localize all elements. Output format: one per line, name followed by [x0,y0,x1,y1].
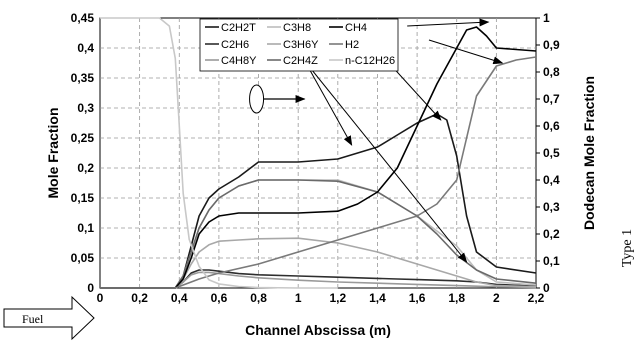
annotation-arrow [407,18,490,27]
legend: C2H2T C3H8 CH4 C2H6 C3H6Y H2 C4H8Y C2H4Z n-C12H2… [199,18,399,72]
x-tick-label: 2 [493,291,500,305]
x-tick-label: 0,4 [171,291,188,305]
y2-tick-label: 0,5 [543,146,560,160]
fuel-arrow: Fuel [3,295,95,341]
fuel-label: Fuel [22,312,44,326]
x-tick-label: 1 [295,291,302,305]
x-tick-label: 1,8 [448,291,465,305]
legend-label: CH4 [345,22,367,34]
series-line-ch4 [100,26,537,289]
y2-tick-label: 1 [543,11,550,25]
y-tick-label: 0,2 [77,161,94,175]
series-line-h2 [100,56,537,289]
y2-tick-label: 0,3 [543,200,560,214]
legend-label: C3H8 [283,22,311,34]
y2-tick-label: 0,4 [543,173,560,187]
y-tick-label: 0,25 [71,131,95,145]
y-tick-label: 0,45 [71,11,95,25]
annotation-arrow [428,39,504,65]
annotation-arrow [293,47,468,263]
y-tick-label: 0,15 [71,191,95,205]
y2-tick-label: 0,9 [543,38,560,52]
series-line-c4h8y [100,271,537,289]
series-line-n-c12h26 [100,17,338,289]
y-tick-label: 0,3 [77,101,94,115]
series-line-c3h6y [100,237,537,289]
y2-axis-title: Dodecan Mole Fraction [581,76,597,230]
y-tick-label: 0,1 [77,221,94,235]
left-axis-marker [249,84,265,114]
y-tick-label: 0,35 [71,71,95,85]
y2-tick-label: 0,1 [543,254,560,268]
series-line-c2h2t [100,113,537,289]
legend-label: n-C12H26 [345,55,395,67]
y-tick-label: 0 [87,281,94,295]
legend-label: C2H4Z [283,55,318,67]
y-axis-title: Mole Fraction [45,107,61,198]
x-axis-title: Channel Abscissa (m) [245,322,391,338]
x-tick-label: 0,8 [250,291,267,305]
x-tick-label: 1,2 [329,291,346,305]
x-tick-label: 0,6 [211,291,228,305]
y-tick-label: 0,4 [77,41,94,55]
x-tick-label: 2,2 [528,291,545,305]
y2-tick-label: 0,2 [543,227,560,241]
series-line-c2h6 [100,269,537,289]
legend-label: C3H6Y [283,39,319,51]
legend-label: C2H2T [221,22,256,34]
side-label: Type 1 [620,229,635,267]
y2-tick-label: 0,6 [543,119,560,133]
legend-label: C2H6 [221,39,249,51]
x-tick-label: 1,6 [409,291,426,305]
fuel-arrow-shape [3,295,95,341]
legend-box [199,18,399,72]
x-tick-label: 1,4 [369,291,386,305]
series-group [100,17,537,289]
axes: 0 0,2 0,4 0,6 0,8 1 1,2 1,4 1,6 1,8 2 2,200,050,10,… [71,11,560,305]
x-tick-label: 0 [97,291,104,305]
y2-tick-label: 0,8 [543,65,560,79]
x-tick-label: 0,2 [131,291,148,305]
y2-tick-label: 0 [543,281,550,295]
y2-tick-label: 0,7 [543,92,560,106]
legend-label: H2 [345,39,359,51]
y-tick-label: 0,05 [71,251,95,265]
legend-label: C4H8Y [221,55,257,67]
